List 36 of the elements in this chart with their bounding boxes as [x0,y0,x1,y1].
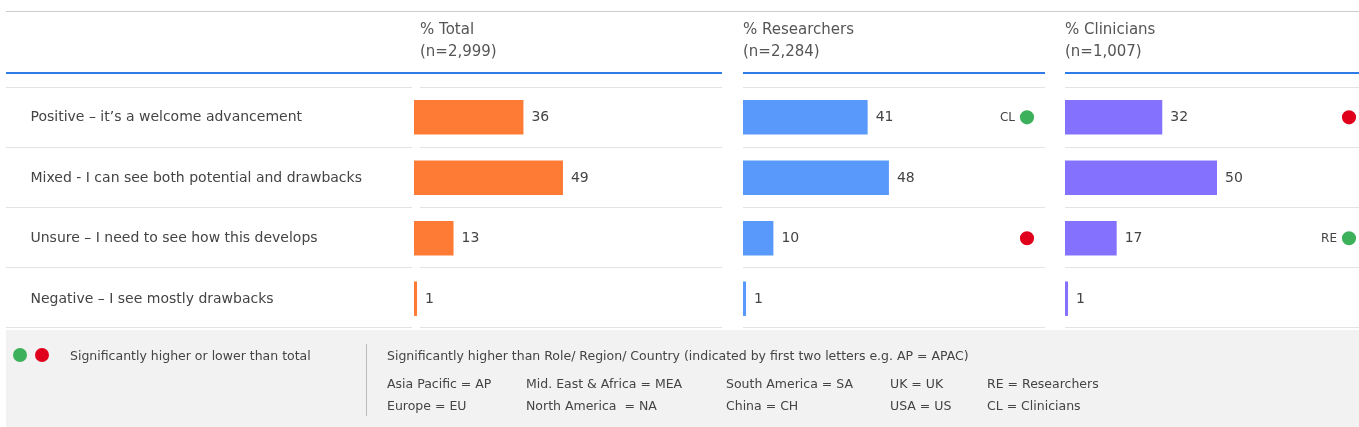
data-label: 1 [425,289,434,306]
text: USA = US [890,398,953,415]
data-label: 48 [896,168,915,185]
data-label: 10 [781,229,800,246]
data-label: 32 [1170,108,1189,125]
data-label: 13 [461,229,480,246]
chart-title: % Total [420,19,476,40]
text: Europe = EU [387,398,468,415]
text: South America = SA [726,376,854,393]
chart-subtitle: (n=1,007) [1065,41,1143,62]
data-label: 41 [875,108,894,125]
text: North America = NA [526,398,658,415]
text: CL [999,110,1016,125]
text: Significantly higher than Role/ Region/ Country (indicated by first two letters e.g. AP = APAC) [387,348,969,363]
text: RE [1321,231,1337,246]
chart-title: % Researchers [743,19,856,40]
data-label: 17 [1124,229,1143,246]
data-label: 1 [754,289,763,306]
text: Significantly higher or lower than total [70,348,311,363]
data-label: 1 [1076,289,1085,306]
chart-subtitle: (n=2,284) [743,41,821,62]
y-tick-label: Positive – it’s a welcome advancement [30,108,303,125]
chart-title: % Clinicians [1065,19,1157,40]
text: China = CH [726,398,800,415]
text: CL = Clinicians [987,398,1082,415]
data-label: 49 [570,168,589,185]
y-tick-label: Unsure – I need to see how this develops [30,229,318,246]
y-tick-label: Mixed - I can see both potential and drawbacks [30,168,362,185]
data-label: 36 [531,108,550,125]
y-tick-label: Negative – I see mostly drawbacks [30,289,274,306]
data-label: 50 [1225,168,1243,185]
chart-subtitle: (n=2,999) [420,41,498,62]
text: UK = UK [890,376,945,393]
text: RE = Researchers [987,376,1100,393]
text: Asia Pacific = AP [387,376,493,393]
text: Mid. East & Africa = MEA [526,376,684,393]
